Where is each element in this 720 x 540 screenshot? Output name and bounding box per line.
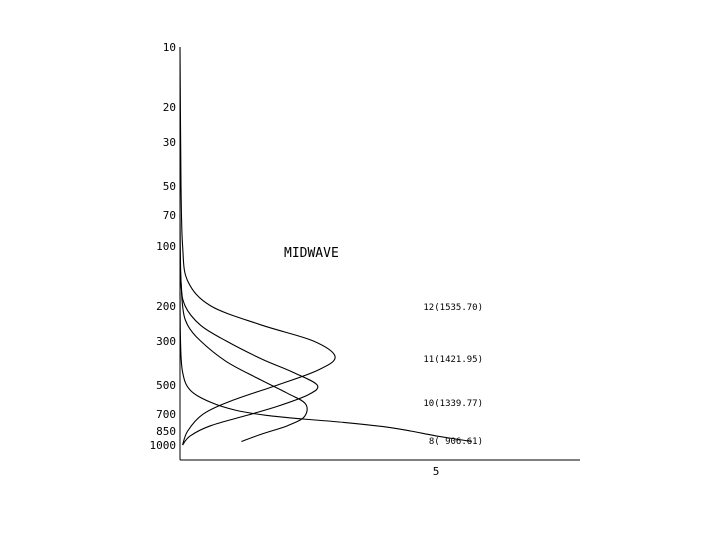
y-tick-label: 1000 bbox=[150, 439, 177, 452]
curve-label: 12(1535.70) bbox=[423, 303, 483, 313]
curves bbox=[179, 46, 472, 446]
y-tick-label: 850 bbox=[156, 425, 176, 438]
x-tick-label: 5 bbox=[433, 465, 440, 478]
y-tick-label: 500 bbox=[156, 379, 176, 392]
curve-line bbox=[179, 261, 308, 443]
curve-line bbox=[179, 215, 319, 446]
curve-labels: 12(1535.70) 11(1421.95) 10(1339.77) 8( 906.… bbox=[423, 303, 483, 447]
chart-title: MIDWAVE bbox=[284, 246, 339, 261]
y-tick-label: 50 bbox=[163, 180, 176, 193]
y-tick-label: 70 bbox=[163, 209, 176, 222]
y-tick-label: 10 bbox=[163, 41, 176, 54]
y-tick-label: 20 bbox=[163, 101, 176, 114]
curve-label: 8( 906.61) bbox=[429, 437, 483, 447]
y-tick-label: 300 bbox=[156, 335, 176, 348]
y-tick-label: 30 bbox=[163, 136, 176, 149]
y-tick-label: 200 bbox=[156, 300, 176, 313]
y-tick-label: 700 bbox=[156, 408, 176, 421]
curve-label: 11(1421.95) bbox=[423, 355, 483, 365]
curve-line bbox=[179, 291, 472, 443]
y-tick-label: 100 bbox=[156, 240, 176, 253]
curve-line bbox=[179, 46, 336, 446]
curve-label: 10(1339.77) bbox=[423, 399, 483, 409]
